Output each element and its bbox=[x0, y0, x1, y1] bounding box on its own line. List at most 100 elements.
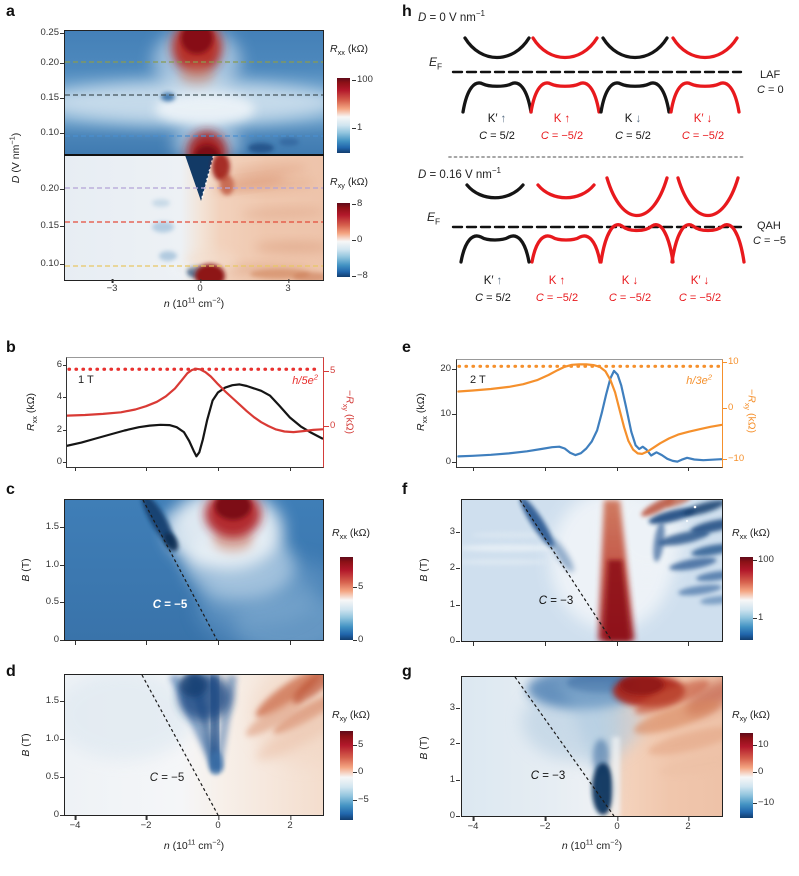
panel-a-divider bbox=[64, 154, 324, 156]
f-y-axis-label: B (T) bbox=[417, 558, 430, 582]
valence-band-Kp-up-qah bbox=[459, 234, 531, 264]
valley-chern-number: C = 5/2 bbox=[475, 292, 511, 304]
valence-band-K-up-qah bbox=[530, 234, 602, 264]
conduction-band-K-down bbox=[601, 36, 669, 60]
f-ytick: 2 bbox=[427, 563, 460, 573]
d-ytick: 0.5 bbox=[31, 772, 64, 782]
d-xtick: −4 bbox=[69, 816, 81, 831]
spin-down-arrow: ↓ bbox=[635, 113, 642, 125]
d-cbar bbox=[340, 731, 353, 820]
b-right-tick: 0 bbox=[323, 420, 336, 431]
valley-chern-number: C = −5/2 bbox=[608, 292, 652, 304]
d-xtick: −2 bbox=[140, 816, 152, 831]
b-xtick-mark bbox=[218, 467, 220, 471]
f-ytick: 0 bbox=[427, 636, 460, 646]
g-ytick: 0 bbox=[427, 811, 460, 821]
heatmap-d-rxy bbox=[65, 675, 323, 815]
conduction-band-Kp-down-qah bbox=[676, 176, 740, 218]
panel-label-d: d bbox=[6, 663, 16, 680]
chern-gap-line bbox=[514, 677, 615, 816]
conduction-band-Kp-up-qah bbox=[465, 183, 525, 200]
a-cbar-rxy-tick: −8 bbox=[352, 270, 368, 281]
g-cbar bbox=[740, 733, 753, 818]
valence-band-Kp-down-qah bbox=[670, 223, 746, 264]
c-cbar-tick: 5 bbox=[352, 581, 364, 592]
b-field-label: 1 T bbox=[78, 374, 94, 386]
g-xtick: 0 bbox=[614, 817, 620, 832]
f-chern-annotation: C = −3 bbox=[538, 595, 574, 607]
d-x-axis-label: n (1011 cm−2) bbox=[163, 837, 225, 852]
d-chern-annotation: C = −5 bbox=[149, 772, 185, 784]
d-xtick: 0 bbox=[215, 816, 221, 831]
b-ytick: 4 bbox=[34, 392, 67, 402]
c-cbar-label: Rxx (kΩ) bbox=[332, 527, 370, 542]
a-cbar-rxy-label: Rxy (kΩ) bbox=[330, 176, 368, 191]
e-quantum-resistance-label: h/3e2 bbox=[686, 372, 712, 387]
e-right-tick: 0 bbox=[721, 402, 734, 413]
d-ytick: 0 bbox=[31, 810, 64, 820]
h-phase-chern-qah: C = −5 bbox=[753, 235, 787, 247]
h-phase-label-qah: QAH bbox=[757, 220, 781, 232]
line-chart-e bbox=[457, 363, 722, 463]
f-ytick: 3 bbox=[427, 527, 460, 537]
a-ytick: 0.20 bbox=[31, 58, 64, 68]
f-xtick-mark bbox=[473, 642, 475, 646]
e-ytick: 10 bbox=[423, 409, 456, 419]
a-xtick: −3 bbox=[106, 279, 118, 294]
e-right-tick: 10 bbox=[722, 356, 739, 367]
valley-chern-number: C = −5/2 bbox=[678, 292, 722, 304]
d-cbar-tick: 0 bbox=[352, 766, 364, 777]
heatmap-c-rxx bbox=[65, 500, 323, 640]
b-xtick-mark bbox=[146, 467, 148, 471]
g-y-axis-label: B (T) bbox=[417, 736, 430, 760]
a-cbar-rxy-tick: 8 bbox=[351, 198, 363, 209]
valley-chern-number: C = −5/2 bbox=[535, 292, 579, 304]
line-chart-b bbox=[67, 367, 323, 458]
a-cbar-rxx-tick: 1 bbox=[351, 122, 363, 133]
e-xtick-mark bbox=[688, 467, 690, 471]
f-cbar-tick: 1 bbox=[752, 612, 764, 623]
panel-label-b: b bbox=[6, 339, 16, 356]
c-chern-annotation: C = −5 bbox=[152, 599, 188, 611]
g-xtick: −4 bbox=[467, 817, 479, 832]
a-ytick: 0.10 bbox=[31, 259, 64, 269]
d-y-axis-label: B (T) bbox=[19, 733, 32, 757]
valley-k: K bbox=[548, 275, 557, 287]
f-cbar bbox=[740, 557, 753, 640]
valence-band-K-down-qah bbox=[599, 223, 675, 264]
valley-label: K′ ↑ bbox=[487, 113, 507, 126]
valley-k: K bbox=[624, 113, 633, 125]
valence-band-K-up bbox=[529, 81, 601, 114]
chern-gap-line bbox=[141, 675, 219, 815]
g-cbar-label: Rxy (kΩ) bbox=[732, 709, 770, 724]
h-displacement-label-bottom: D = 0.16 V nm−1 bbox=[418, 166, 502, 181]
e-right-tick: −10 bbox=[721, 453, 745, 464]
valley-label: K′ ↓ bbox=[694, 113, 713, 126]
a-cbar-rxx-label: Rxx (kΩ) bbox=[330, 43, 368, 58]
spin-down-arrow: ↓ bbox=[703, 275, 710, 287]
spin-up-arrow: ↑ bbox=[559, 275, 566, 287]
valence-band-Kp-up bbox=[461, 81, 533, 114]
panel-label-c: c bbox=[6, 481, 15, 498]
e-right-axis-label: −Rxy (kΩ) bbox=[743, 388, 758, 434]
panel-e-frame bbox=[456, 359, 723, 468]
f-cbar-tick: 100 bbox=[753, 554, 774, 565]
conduction-band-Kp-down bbox=[671, 36, 739, 60]
valley-chern-number: C = 5/2 bbox=[615, 130, 651, 142]
d-ytick: 1.0 bbox=[31, 734, 64, 744]
panel-b-frame bbox=[66, 357, 324, 468]
curve-rxx bbox=[67, 383, 323, 458]
d-ytick: 1.5 bbox=[31, 696, 64, 706]
conduction-band-Kp-up bbox=[463, 36, 531, 60]
e-xtick-mark bbox=[473, 467, 475, 471]
valley-label: K ↑ bbox=[554, 113, 570, 126]
c-y-axis-label: B (T) bbox=[19, 558, 32, 582]
e-ytick: 0 bbox=[423, 457, 456, 467]
panel-label-a: a bbox=[6, 3, 15, 20]
spin-up-arrow: ↑ bbox=[496, 275, 503, 287]
spin-down-arrow: ↓ bbox=[632, 275, 639, 287]
panel-label-h: h bbox=[402, 3, 412, 20]
heatmap-a-rxy bbox=[65, 155, 323, 280]
b-quantum-resistance-label: h/5e2 bbox=[292, 372, 318, 387]
valley-k: K′ bbox=[487, 113, 498, 125]
